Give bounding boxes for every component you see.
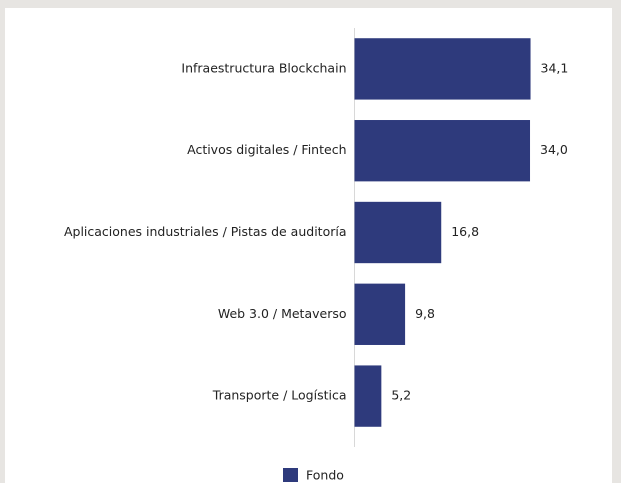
y-tick-label: Transporte / Logística	[212, 388, 347, 403]
y-tick-label: Infraestructura Blockchain	[181, 60, 346, 75]
data-label: 16,8	[451, 224, 479, 239]
bar	[354, 120, 531, 182]
y-tick-label: Web 3.0 / Metaverso	[218, 306, 347, 321]
bar	[354, 283, 406, 345]
data-label: 5,2	[391, 388, 411, 403]
legend-label: Fondo	[306, 468, 344, 483]
data-label: 34,1	[541, 60, 569, 75]
y-tick-label: Activos digitales / Fintech	[187, 142, 346, 157]
y-tick-label: Aplicaciones industriales / Pistas de au…	[64, 224, 347, 239]
data-label: 9,8	[415, 306, 435, 321]
data-label: 34,0	[540, 142, 568, 157]
bar	[354, 38, 531, 100]
bar	[354, 365, 382, 427]
bar	[354, 201, 442, 264]
legend-swatch	[283, 468, 298, 482]
